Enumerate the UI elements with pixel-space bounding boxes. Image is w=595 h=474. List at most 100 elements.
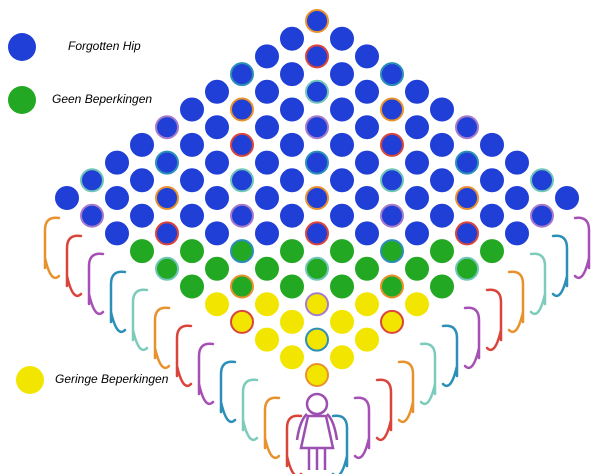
dot [80, 203, 104, 228]
person-outline [285, 414, 303, 474]
dot [180, 132, 204, 157]
dot [505, 150, 529, 175]
dot [180, 239, 204, 264]
dot [180, 274, 204, 299]
dot [230, 203, 254, 228]
person-outline [153, 306, 171, 370]
dot [505, 186, 529, 210]
dot [305, 9, 329, 33]
person-outline [175, 324, 193, 388]
person-outline [353, 396, 371, 460]
dot [355, 44, 379, 69]
dot [405, 292, 429, 317]
legend: Forgotten Hip Geen Beperkingen Geringe Bep… [8, 33, 169, 394]
dot [230, 274, 254, 299]
legend-label: Forgotten Hip [68, 39, 141, 53]
dot [155, 150, 179, 175]
dot [105, 150, 129, 175]
person-outline [551, 234, 569, 298]
dot [230, 309, 254, 334]
legend-swatch [8, 33, 36, 61]
dot [80, 168, 104, 193]
dot [555, 186, 579, 210]
dot [305, 363, 329, 387]
legend-label: Geen Beperkingen [52, 92, 152, 106]
legend-swatch [16, 366, 44, 394]
dot [155, 221, 179, 246]
dot [230, 239, 254, 264]
dot [430, 274, 454, 299]
dot [255, 150, 279, 175]
person-outline [241, 378, 259, 442]
dot [130, 239, 154, 264]
dot [230, 168, 254, 193]
person-outline [463, 306, 481, 370]
dot [430, 132, 454, 157]
dot [355, 150, 379, 175]
dot [405, 221, 429, 246]
dot [480, 203, 504, 228]
dot [455, 256, 479, 281]
dot [405, 115, 429, 140]
dot [205, 79, 229, 104]
legend-swatch [8, 86, 36, 114]
person-outline [87, 252, 105, 316]
dot [130, 203, 154, 228]
dot [355, 186, 379, 210]
person-outline [43, 216, 61, 280]
dot [305, 150, 329, 175]
dot [255, 256, 279, 281]
dot [280, 345, 304, 370]
dot [330, 274, 354, 299]
dot [255, 44, 279, 69]
dot [180, 168, 204, 193]
dot [330, 309, 354, 334]
dot [380, 62, 404, 87]
dot [130, 132, 154, 157]
dot [380, 132, 404, 157]
person-outline [197, 342, 215, 406]
dot [105, 186, 129, 210]
dot [230, 132, 254, 157]
dot [455, 115, 479, 140]
dot [430, 239, 454, 264]
dot [355, 256, 379, 281]
person-outline [419, 342, 437, 406]
center-figure [295, 392, 339, 470]
dot [355, 115, 379, 140]
dot [205, 186, 229, 210]
dot [305, 221, 329, 246]
dot [230, 62, 254, 87]
dot [205, 292, 229, 317]
dot [205, 115, 229, 140]
person-outline [219, 360, 237, 424]
dot [455, 150, 479, 175]
dot [280, 274, 304, 299]
dot [330, 239, 354, 264]
dot [255, 292, 279, 317]
dot [380, 309, 404, 334]
person-outline [263, 396, 281, 460]
dot [455, 221, 479, 246]
dot [380, 97, 404, 122]
dot [330, 345, 354, 370]
dot [205, 221, 229, 246]
person-outline [65, 234, 83, 298]
dot [430, 97, 454, 122]
dot-grid [55, 9, 579, 387]
dot [305, 79, 329, 104]
dot [305, 115, 329, 140]
person-outline [131, 288, 149, 352]
dot [405, 186, 429, 210]
dot [330, 26, 354, 51]
dot [305, 44, 329, 69]
dot [380, 203, 404, 228]
dot [255, 115, 279, 140]
dot [230, 97, 254, 122]
dot [205, 150, 229, 175]
person-outline [375, 378, 393, 442]
dot [280, 168, 304, 193]
dot [255, 186, 279, 210]
person-outline [441, 324, 459, 388]
